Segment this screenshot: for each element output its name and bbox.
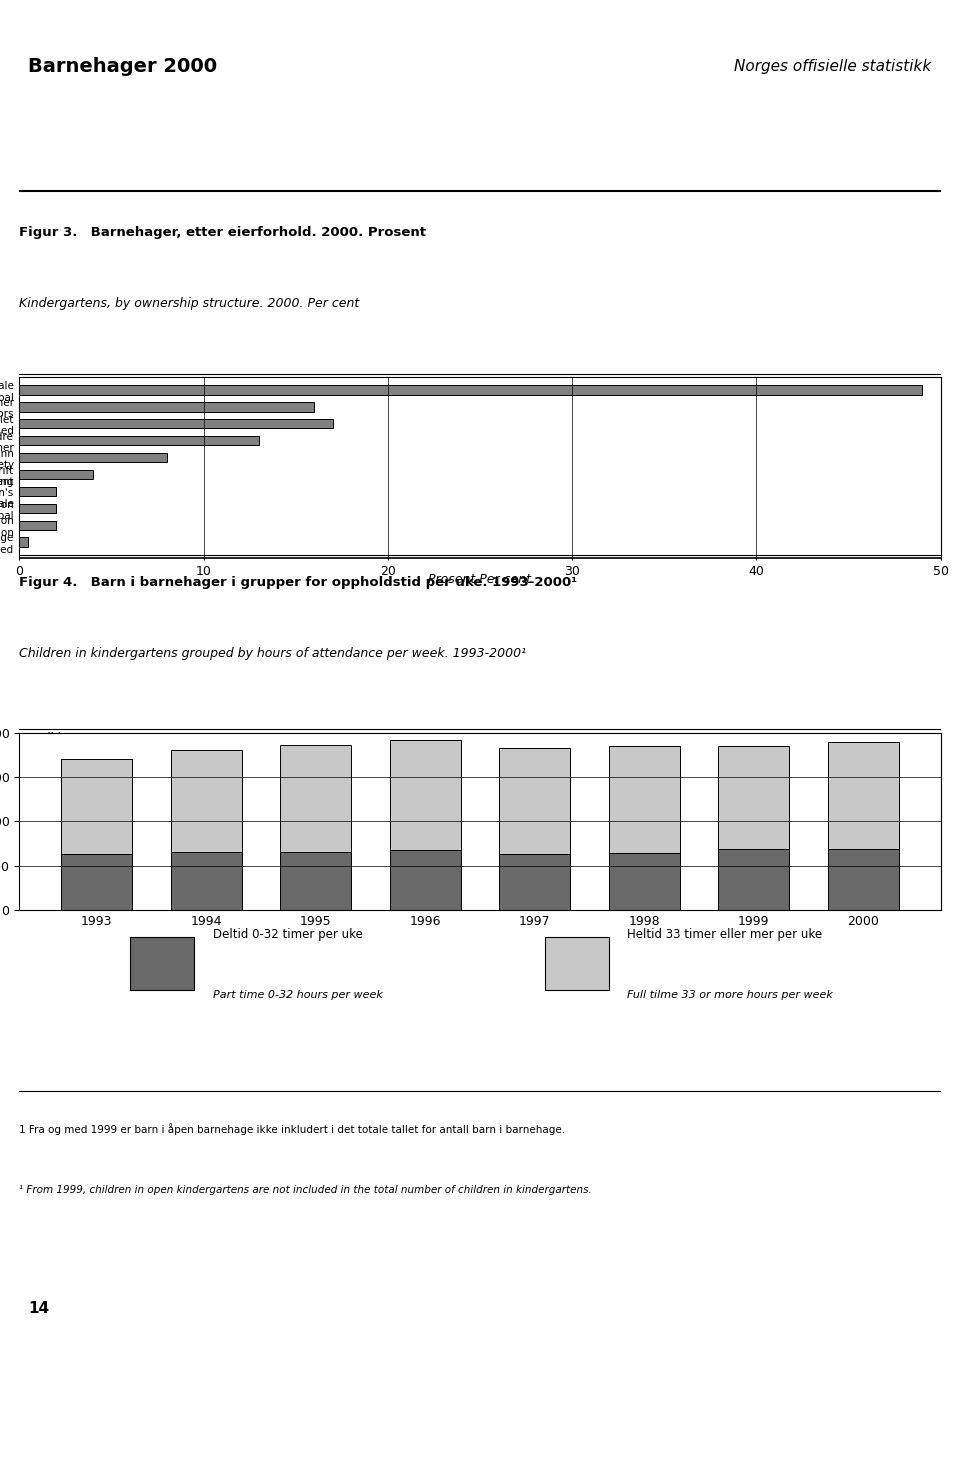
Bar	[718, 746, 789, 848]
Text: Barnehager 2000: Barnehager 2000	[29, 57, 218, 76]
Bar	[19, 538, 29, 546]
Bar	[19, 403, 314, 412]
Bar	[19, 385, 923, 394]
Text: Deltid 0-32 timer per uke: Deltid 0-32 timer per uke	[213, 927, 363, 941]
Bar	[390, 850, 461, 910]
Text: Prosent Per cent: Prosent Per cent	[428, 573, 532, 586]
Text: Heltid 33 timer eller mer per uke: Heltid 33 timer eller mer per uke	[628, 927, 823, 941]
Bar	[19, 437, 259, 445]
Text: Figur 3. Barnehager, etter eierforhold. 2000. Prosent: Figur 3. Barnehager, etter eierforhold. …	[19, 226, 426, 239]
Bar	[390, 740, 461, 850]
Bar	[499, 749, 570, 854]
Text: Antall barn
Number of children: Antall barn Number of children	[19, 732, 133, 760]
Text: Figur 4. Barn i barnehager i grupper for oppholdstid per uke. 1993-2000¹: Figur 4. Barn i barnehager i grupper for…	[19, 576, 577, 589]
Bar	[609, 746, 680, 853]
Bar	[280, 746, 351, 853]
Bar	[19, 453, 167, 463]
Text: Norges offisielle statistikk: Norges offisielle statistikk	[734, 59, 931, 73]
Text: 1 Fra og med 1999 er barn i åpen barnehage ikke inkludert i det totale tallet fo: 1 Fra og med 1999 er barn i åpen barneha…	[19, 1124, 565, 1135]
Bar	[171, 853, 242, 910]
Bar	[499, 854, 570, 910]
Bar	[19, 419, 332, 428]
Bar	[828, 848, 899, 910]
Bar	[19, 486, 56, 497]
Bar	[61, 854, 132, 910]
Text: 14: 14	[29, 1301, 50, 1316]
Text: Kindergartens, by ownership structure. 2000. Per cent: Kindergartens, by ownership structure. 2…	[19, 297, 359, 311]
Text: Part time 0-32 hours per week: Part time 0-32 hours per week	[213, 990, 383, 1001]
Bar	[280, 853, 351, 910]
Text: ¹ From 1999, children in open kindergartens are not included in the total number: ¹ From 1999, children in open kindergart…	[19, 1185, 592, 1195]
FancyBboxPatch shape	[544, 936, 609, 990]
Bar	[171, 750, 242, 853]
Bar	[718, 848, 789, 910]
Bar	[61, 759, 132, 854]
Text: Children in kindergartens grouped by hours of attendance per week. 1993-2000¹: Children in kindergartens grouped by hou…	[19, 648, 526, 661]
FancyBboxPatch shape	[130, 936, 194, 990]
Text: Full tilme 33 or more hours per week: Full tilme 33 or more hours per week	[628, 990, 833, 1001]
Bar	[19, 520, 56, 530]
Bar	[828, 743, 899, 848]
Bar	[19, 504, 56, 513]
Bar	[609, 853, 680, 910]
Bar	[19, 470, 93, 479]
